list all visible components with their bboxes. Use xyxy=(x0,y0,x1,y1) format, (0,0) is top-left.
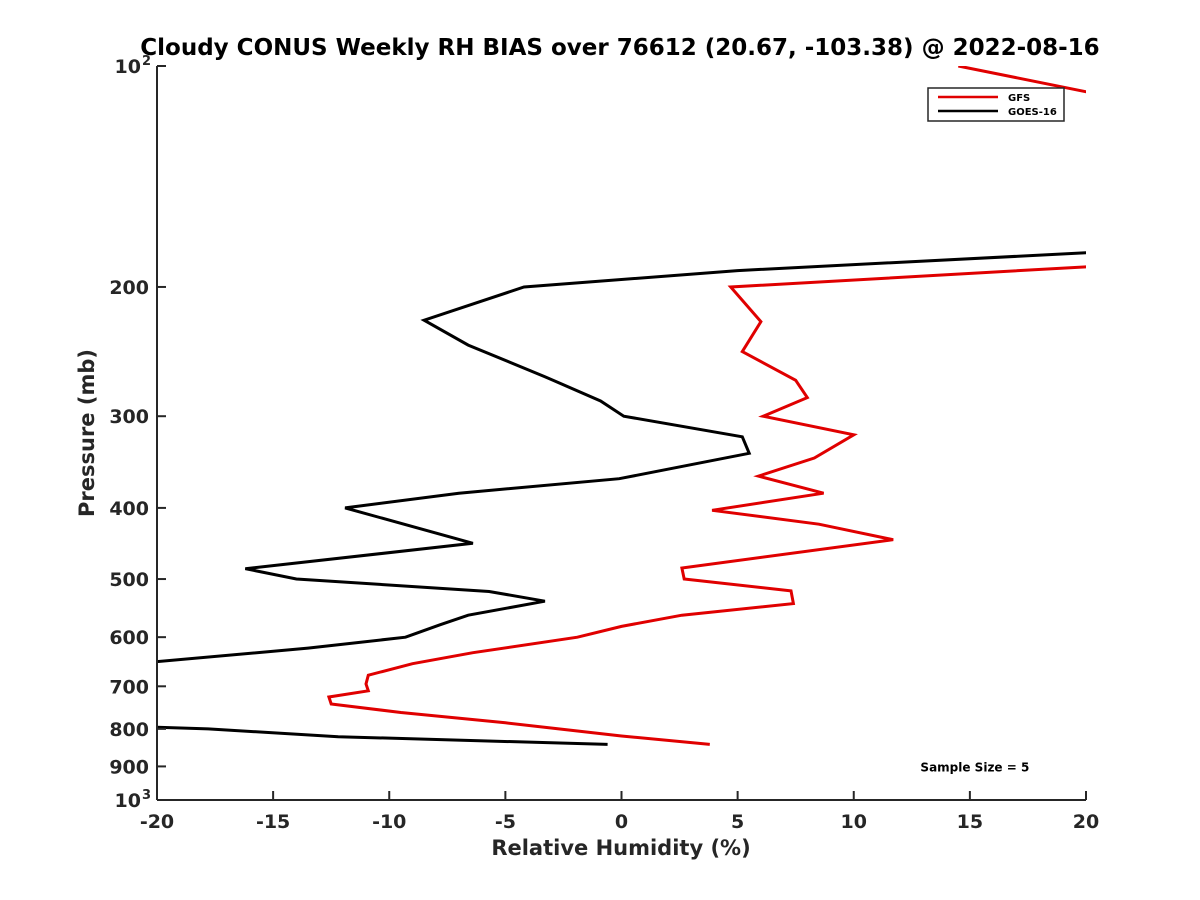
y-tick-exponent: 2 xyxy=(142,54,151,69)
x-tick-label: 0 xyxy=(615,811,628,833)
axes xyxy=(156,66,1086,801)
legend-label: GOES-16 xyxy=(1008,107,1057,118)
y-tick-label: 900 xyxy=(109,756,149,778)
y-tick-label: 800 xyxy=(109,719,149,741)
y-tick-label: 400 xyxy=(109,498,149,520)
y-tick-label: 600 xyxy=(109,627,149,649)
x-tick-label: -20 xyxy=(140,811,174,833)
y-axis-label: Pressure (mb) xyxy=(75,349,99,517)
sample-size-annotation: Sample Size = 5 xyxy=(920,760,1029,774)
x-tick-label: -5 xyxy=(495,811,516,833)
x-tick-label: 15 xyxy=(957,811,983,833)
y-tick-label: 700 xyxy=(109,676,149,698)
x-tick-label: -15 xyxy=(256,811,290,833)
x-tick-label: -10 xyxy=(372,811,406,833)
x-axis-label: Relative Humidity (%) xyxy=(491,836,750,860)
y-tick-label: 200 xyxy=(109,277,149,299)
plot-area xyxy=(157,66,1086,746)
series-line-gfs xyxy=(326,66,1086,746)
y-tick-label: 300 xyxy=(109,406,149,428)
legend: GFS GOES-16 xyxy=(927,87,1065,122)
y-tick-label: 500 xyxy=(109,569,149,591)
y-tick-label: 10 xyxy=(115,790,141,812)
legend-label: GFS xyxy=(1008,93,1030,104)
y-tick-label: 10 xyxy=(115,56,141,78)
y-tick-exponent: 3 xyxy=(142,788,151,803)
chart-title: Cloudy CONUS Weekly RH BIAS over 76612 (… xyxy=(140,35,1099,61)
x-tick-label: 5 xyxy=(731,811,744,833)
series-line-goes-16 xyxy=(157,251,1086,746)
annotations: Sample Size = 5 xyxy=(920,760,1029,774)
x-tick-label: 20 xyxy=(1073,811,1099,833)
legend-box xyxy=(927,87,1065,122)
x-tick-label: 10 xyxy=(841,811,867,833)
